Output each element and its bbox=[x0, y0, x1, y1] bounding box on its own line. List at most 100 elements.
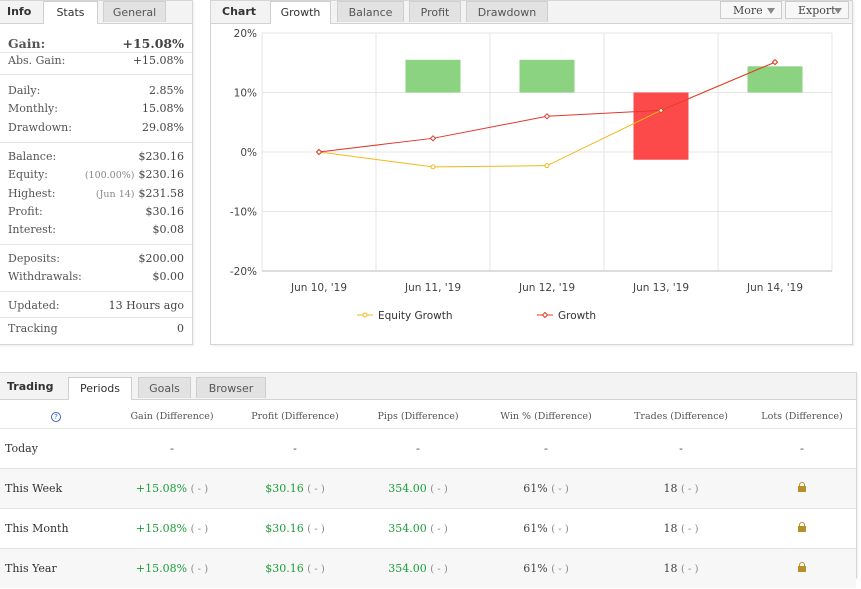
win-value: - bbox=[544, 442, 548, 455]
win-value: 61% bbox=[523, 562, 548, 575]
trading-tabbar: Trading Periods Goals Browser bbox=[0, 373, 856, 400]
abs-gain-row: Abs. Gain: +15.08% bbox=[8, 54, 184, 72]
col-pips: Pips (Difference) bbox=[377, 410, 459, 422]
drawdown-label: Drawdown: bbox=[8, 121, 72, 134]
trades-diff: ( - ) bbox=[680, 484, 699, 495]
balance-label: Balance: bbox=[8, 150, 57, 163]
tab-periods[interactable]: Periods bbox=[68, 377, 132, 400]
updated-value: 13 Hours ago bbox=[108, 299, 184, 312]
equity-row: Equity: (100.00%) $230.16 bbox=[8, 168, 184, 186]
tab-browser[interactable]: Browser bbox=[196, 377, 266, 398]
drawdown-value: 29.08% bbox=[142, 121, 184, 134]
trades-value: - bbox=[679, 442, 683, 455]
tracking-label: Tracking bbox=[8, 322, 58, 335]
pips-value: 354.00 bbox=[388, 482, 427, 495]
period-label: This Week bbox=[5, 482, 63, 495]
highest-row: Highest: (Jun 14) $231.58 bbox=[8, 187, 184, 205]
pips-value: 354.00 bbox=[388, 562, 427, 575]
monthly-value: 15.08% bbox=[142, 102, 184, 115]
daily-label: Daily: bbox=[8, 84, 41, 97]
trades-value: 18 bbox=[663, 482, 678, 495]
tab-balance[interactable]: Balance bbox=[337, 1, 404, 22]
info-panel: Info Stats General Gain: +15.08% Abs. Ga… bbox=[0, 0, 193, 345]
win-value: 61% bbox=[523, 482, 548, 495]
period-label: This Year bbox=[5, 562, 57, 575]
lots-value: - bbox=[800, 442, 804, 455]
gain-value: +15.08% bbox=[135, 522, 188, 535]
win-value: 61% bbox=[523, 522, 548, 535]
help-icon[interactable]: ? bbox=[51, 411, 61, 422]
trades-value: 18 bbox=[663, 522, 678, 535]
gain-value: +15.08% bbox=[135, 482, 188, 495]
lock-icon[interactable] bbox=[798, 562, 806, 572]
gain-value: +15.08% bbox=[135, 562, 188, 575]
profit-value: - bbox=[293, 442, 297, 455]
col-trades: Trades (Difference) bbox=[634, 410, 728, 422]
withdrawals-label: Withdrawals: bbox=[8, 270, 82, 283]
highest-label: Highest: bbox=[8, 187, 56, 200]
balance-value: $230.16 bbox=[138, 150, 185, 163]
interest-value: $0.08 bbox=[152, 223, 185, 236]
withdrawals-row: Withdrawals: $0.00 bbox=[8, 270, 184, 288]
chart-panel: Chart Growth Balance Profit Drawdown Mor… bbox=[210, 0, 853, 345]
gain-diff: ( - ) bbox=[190, 484, 209, 495]
more-dropdown[interactable]: More bbox=[720, 1, 782, 19]
period-label: This Month bbox=[5, 522, 69, 535]
pips-diff: ( - ) bbox=[430, 484, 448, 495]
deposits-row: Deposits: $200.00 bbox=[8, 252, 184, 270]
chevron-down-icon bbox=[834, 8, 842, 14]
gain-value: +15.08% bbox=[122, 36, 185, 51]
profit-diff: ( - ) bbox=[307, 484, 325, 495]
trades-diff: ( - ) bbox=[680, 564, 699, 575]
monthly-row: Monthly: 15.08% bbox=[8, 102, 184, 120]
info-tabbar: Info Stats General bbox=[0, 1, 192, 24]
col-lots: Lots (Difference) bbox=[761, 410, 843, 422]
trades-diff: ( - ) bbox=[680, 524, 699, 535]
profit-diff: ( - ) bbox=[307, 564, 325, 575]
equity-value: $230.16 bbox=[138, 168, 185, 181]
tab-profit[interactable]: Profit bbox=[409, 1, 461, 22]
export-dropdown[interactable]: Export bbox=[785, 1, 849, 19]
win-diff: ( - ) bbox=[551, 524, 569, 535]
table-row: This Week +15.08% ( - ) $30.16 ( - ) 354.00… bbox=[0, 468, 856, 509]
gain-diff: ( - ) bbox=[190, 564, 209, 575]
col-gain: Gain (Difference) bbox=[130, 410, 214, 422]
col-win: Win % (Difference) bbox=[500, 410, 592, 422]
gain-diff: ( - ) bbox=[190, 524, 209, 535]
trades-value: 18 bbox=[663, 562, 678, 575]
tab-drawdown[interactable]: Drawdown bbox=[466, 1, 548, 22]
tab-growth[interactable]: Growth bbox=[270, 1, 331, 24]
tab-stats[interactable]: Stats bbox=[43, 1, 98, 24]
export-label: Export bbox=[798, 4, 836, 17]
profit-value: $30.16 bbox=[265, 522, 304, 535]
table-row: This Month +15.08% ( - ) $30.16 ( - ) 354.0… bbox=[0, 508, 856, 549]
profit-label: Profit: bbox=[8, 205, 43, 218]
tab-goals[interactable]: Goals bbox=[138, 377, 191, 398]
period-label: Today bbox=[5, 442, 38, 455]
table-row: This Year +15.08% ( - ) $30.16 ( - ) 354.00… bbox=[0, 548, 856, 588]
table-header: ? Gain (Difference) Profit (Difference) … bbox=[0, 404, 856, 429]
col-profit: Profit (Difference) bbox=[251, 410, 339, 422]
info-title: Info bbox=[7, 5, 32, 18]
gain-label: Gain: bbox=[8, 36, 46, 51]
daily-row: Daily: 2.85% bbox=[8, 84, 184, 102]
chart-tabbar: Chart Growth Balance Profit Drawdown Mor… bbox=[211, 1, 852, 24]
table-row: Today - - - - - - bbox=[0, 428, 856, 469]
abs-gain-value: +15.08% bbox=[132, 54, 184, 67]
deposits-value: $200.00 bbox=[138, 252, 185, 265]
tab-general[interactable]: General bbox=[103, 1, 166, 22]
win-diff: ( - ) bbox=[551, 564, 569, 575]
balance-row: Balance: $230.16 bbox=[8, 150, 184, 168]
trading-panel: Trading Periods Goals Browser ? Gain (Di… bbox=[0, 372, 857, 588]
lock-icon[interactable] bbox=[798, 522, 806, 532]
pips-value: - bbox=[416, 442, 420, 455]
equity-percent: (100.00%) bbox=[84, 170, 135, 181]
interest-row: Interest: $0.08 bbox=[8, 223, 184, 241]
drawdown-row: Drawdown: 29.08% bbox=[8, 121, 184, 139]
interest-label: Interest: bbox=[8, 223, 56, 236]
gain-row: Gain: +15.08% bbox=[8, 36, 184, 54]
lock-icon[interactable] bbox=[798, 482, 806, 492]
more-label: More bbox=[733, 4, 763, 17]
profit-value: $30.16 bbox=[145, 205, 185, 218]
equity-label: Equity: bbox=[8, 168, 49, 181]
